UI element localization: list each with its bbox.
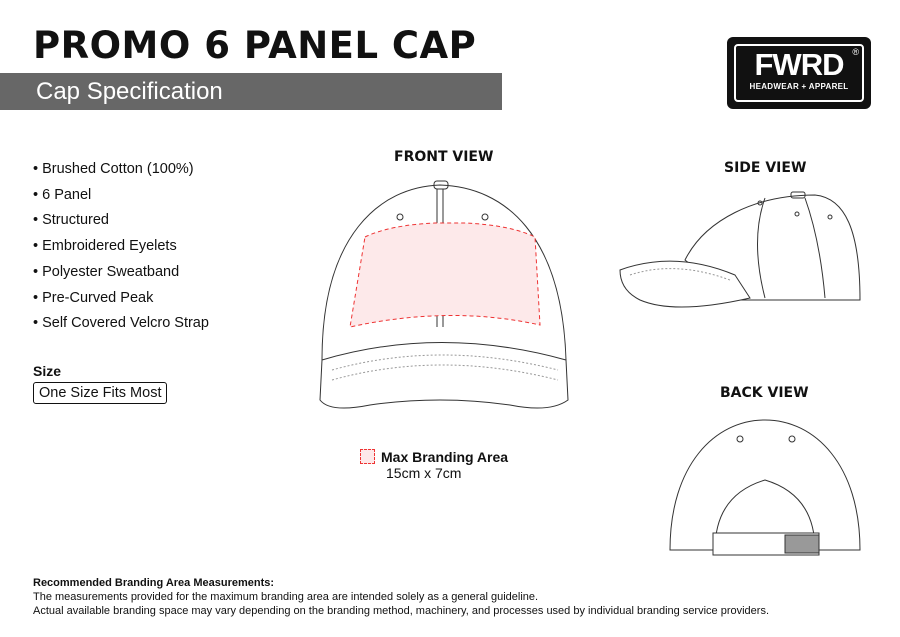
- back-view-label: BACK VIEW: [720, 385, 809, 401]
- back-view-cap-illustration: [669, 419, 861, 556]
- feature-item: • Brushed Cotton (100%): [33, 161, 194, 177]
- branding-area-label: Max Branding Area: [381, 449, 509, 465]
- feature-item: • Polyester Sweatband: [33, 264, 180, 280]
- side-view-cap-illustration: [619, 191, 861, 308]
- feature-item: • Structured: [33, 212, 109, 228]
- branding-area-dimensions: 15cm x 7cm: [386, 465, 462, 481]
- subtitle-bar: [0, 73, 502, 110]
- footer-line-1: The measurements provided for the maximu…: [33, 591, 539, 603]
- size-label: Size: [33, 363, 62, 379]
- branding-area-swatch: [360, 449, 375, 464]
- front-view-cap-illustration: [319, 180, 569, 409]
- page-subtitle: Cap Specification: [36, 78, 223, 105]
- page-title: PROMO 6 PANEL CAP: [33, 24, 477, 67]
- logo-brand: FWRD: [754, 47, 845, 82]
- registered-mark: ®: [852, 47, 859, 57]
- feature-item: • Self Covered Velcro Strap: [33, 315, 209, 331]
- footer-heading: Recommended Branding Area Measurements:: [33, 577, 275, 589]
- brand-logo: FWRD HEADWEAR + APPAREL ®: [727, 37, 871, 109]
- footer-line-2: Actual available branding space may vary…: [33, 605, 770, 617]
- size-value: One Size Fits Most: [33, 382, 168, 404]
- front-view-label: FRONT VIEW: [394, 149, 494, 165]
- feature-item: • Pre-Curved Peak: [33, 290, 154, 306]
- side-view-label: SIDE VIEW: [724, 160, 807, 176]
- feature-item: • Embroidered Eyelets: [33, 238, 177, 254]
- logo-tagline: HEADWEAR + APPAREL: [749, 82, 849, 91]
- feature-item: • 6 Panel: [33, 187, 92, 203]
